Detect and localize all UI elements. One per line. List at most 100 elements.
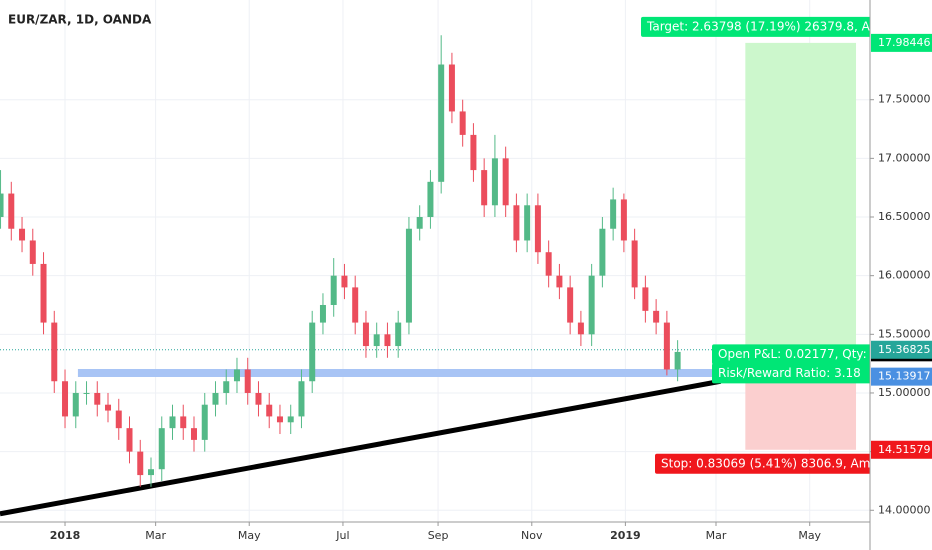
price-tag: 15.13917: [878, 370, 931, 383]
candle-body: [29, 240, 36, 264]
x-tick-label: 2019: [610, 529, 641, 542]
candle-body: [362, 322, 369, 347]
candle-body: [448, 64, 455, 112]
candle-body: [19, 228, 26, 241]
stop-label-bg: [655, 453, 870, 474]
y-tick-label: 17.00000: [878, 151, 931, 164]
candle-body: [470, 134, 477, 171]
x-tick-label: May: [798, 529, 821, 542]
x-tick-label: Mar: [706, 529, 727, 542]
y-tick-label: 14.00000: [878, 503, 931, 516]
candle-body: [373, 334, 380, 347]
y-tick-label: 16.50000: [878, 210, 931, 223]
candle-body: [266, 404, 273, 417]
candle-body: [577, 322, 584, 335]
pnl-label: Open P&L: 0.02177, Qty: :: [718, 347, 875, 361]
price-tag: 17.98446: [878, 36, 931, 49]
candle-body: [384, 334, 391, 347]
y-tick-label: 15.50000: [878, 327, 931, 340]
target-zone: [745, 42, 857, 353]
candle-body: [40, 263, 47, 323]
candle-body: [405, 228, 412, 323]
candle-body: [287, 416, 294, 423]
candle-body: [567, 287, 574, 323]
x-tick-label: 2018: [50, 529, 81, 542]
x-tick-label: Nov: [521, 529, 543, 542]
y-tick-label: 16.00000: [878, 269, 931, 282]
candle-body: [352, 287, 359, 323]
candle-body: [51, 322, 58, 382]
candle-body: [105, 404, 112, 411]
candle-body: [481, 170, 488, 206]
candle-body: [459, 111, 466, 135]
candle-body: [620, 199, 627, 241]
candle-body: [427, 181, 434, 218]
candle-body: [330, 275, 337, 305]
candle-body: [72, 392, 79, 417]
y-tick-label: 17.50000: [878, 93, 931, 106]
target-label: Target: 2.63798 (17.19%) 26379.8, Am: [646, 19, 882, 33]
candle-body: [534, 205, 541, 253]
price-tag-bg: [871, 440, 932, 459]
candle-body: [8, 193, 15, 229]
candle-body: [663, 322, 670, 370]
candle-body: [255, 392, 262, 405]
x-tick-label: Mar: [145, 529, 166, 542]
candle-body: [298, 381, 305, 417]
candle-body: [309, 322, 316, 382]
candle-body: [137, 451, 144, 476]
pnl-label-bg: [712, 344, 870, 365]
candle-body: [513, 205, 520, 241]
target-label-bg: [641, 16, 870, 37]
candle-body: [223, 381, 230, 393]
rr-label-bg: [712, 363, 870, 384]
candle-body: [276, 416, 283, 423]
candle-body: [524, 205, 531, 241]
trendline: [0, 378, 722, 517]
price-tag-bg: [871, 367, 932, 386]
chart-title: EUR/ZAR, 1D, OANDA: [8, 13, 152, 27]
candle-body: [201, 404, 208, 440]
candle-body: [556, 275, 563, 288]
candle-body: [545, 252, 552, 276]
x-tick-label: Sep: [428, 529, 449, 542]
candle-body: [341, 275, 348, 288]
candle-body: [94, 392, 101, 405]
x-tick-label: Jul: [335, 529, 349, 542]
price-tag: 15.36825: [878, 343, 931, 356]
candle-body: [62, 381, 69, 417]
candle-body: [438, 64, 445, 182]
candle-body: [610, 199, 617, 229]
candle-body: [653, 310, 660, 323]
axes: 14.0000014.5000015.0000015.5000016.00000…: [50, 33, 932, 542]
candle-body: [126, 428, 133, 452]
candle-body: [148, 469, 155, 476]
candle-body: [190, 428, 197, 440]
plot-area: Target: 2.63798 (17.19%) 26379.8, Am Open…: [0, 16, 882, 517]
candle-body: [212, 392, 219, 405]
candle-body: [158, 428, 165, 470]
candle-body: [599, 228, 606, 276]
candle-body: [0, 193, 4, 218]
candle-body: [180, 416, 187, 429]
y-tick-label: 15.00000: [878, 386, 931, 399]
price-tag: 14.51579: [878, 443, 931, 456]
x-tick-label: May: [238, 529, 261, 542]
candle-body: [502, 158, 509, 206]
candle-body: [491, 158, 498, 206]
candle-body: [115, 410, 122, 429]
price-tag-bg: [871, 33, 932, 52]
stop-label: Stop: 0.83069 (5.41%) 8306.9, Am: [661, 456, 870, 470]
candle-body: [244, 369, 251, 393]
candle-body: [416, 217, 423, 229]
candle-body: [395, 322, 402, 347]
candle-body: [83, 392, 90, 394]
candle-body: [642, 287, 649, 311]
price-tag-bg: [871, 340, 932, 359]
candle-body: [233, 369, 240, 382]
candle-body: [631, 240, 638, 288]
candle-body: [674, 351, 681, 370]
candle-body: [588, 275, 595, 335]
candle-body: [169, 416, 176, 429]
